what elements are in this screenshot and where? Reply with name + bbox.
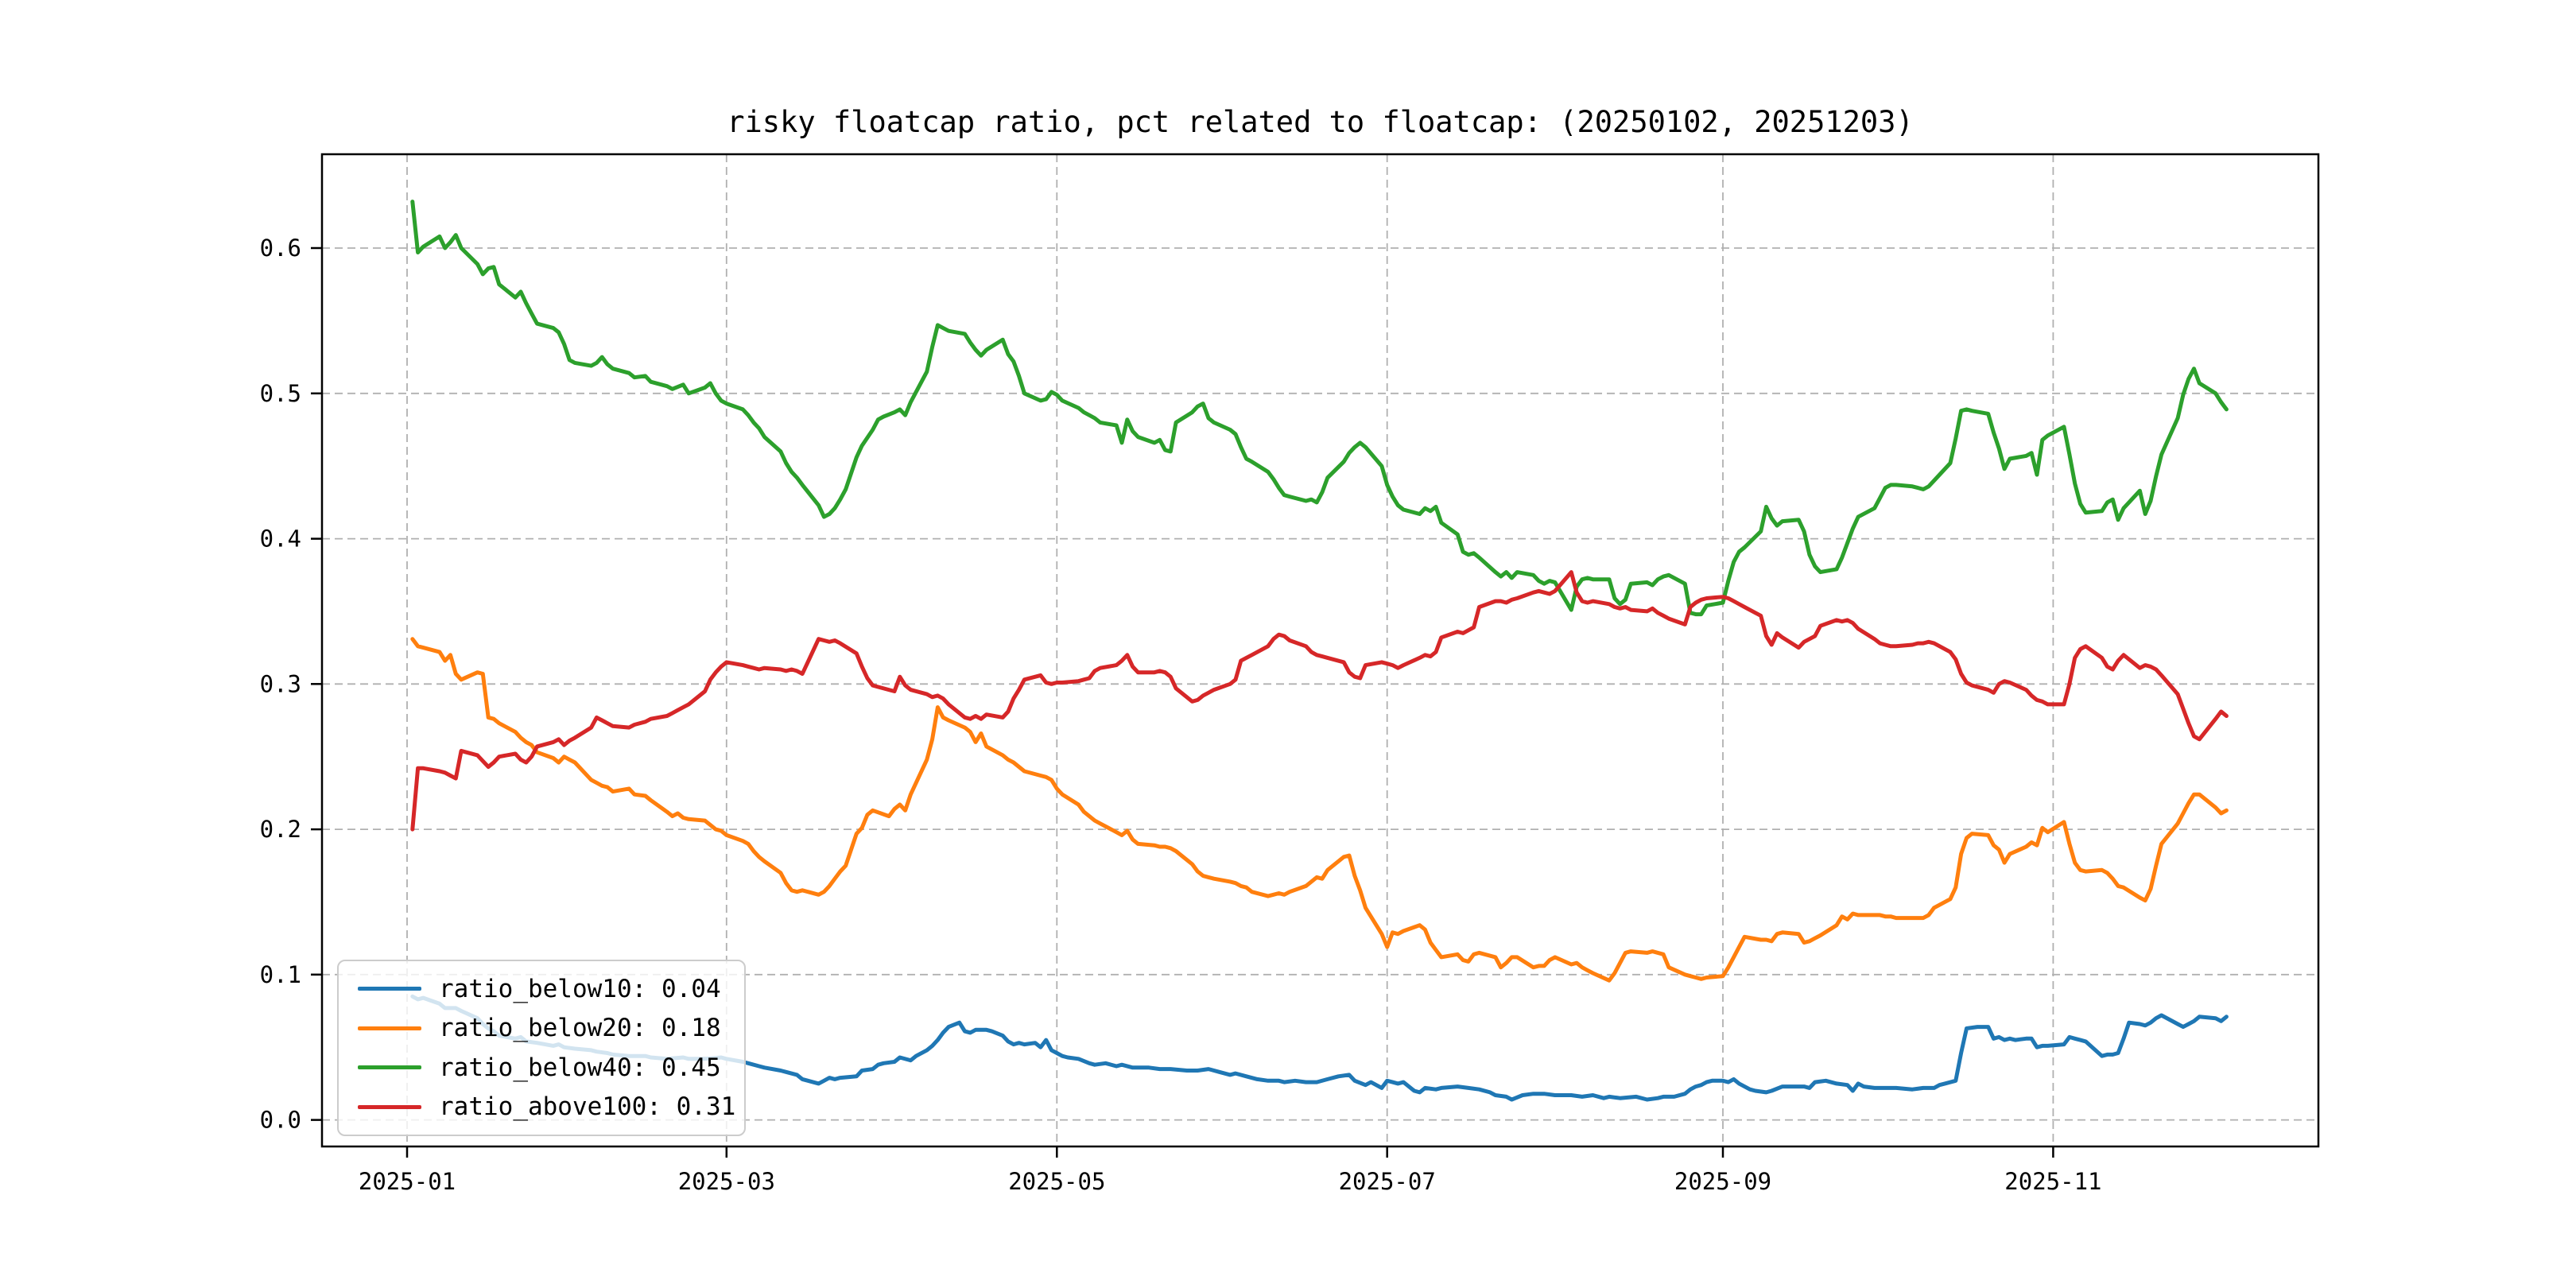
axes-ticks: 2025-01 2025-03 2025-05 2025-07 2025-09 2025-…	[260, 235, 2102, 1195]
legend-swatch-green	[358, 1065, 421, 1070]
series-line-ratio_below40	[410, 200, 2229, 617]
legend-item-ratio-below10: ratio_below10: 0.04	[358, 975, 736, 1003]
legend-label: ratio_above100: 0.31	[439, 1092, 736, 1122]
x-tick-label: 2025-01	[359, 1168, 456, 1195]
y-tick-label: 0.4	[260, 526, 301, 553]
legend-swatch-red	[358, 1104, 421, 1109]
y-tick-label: 0.1	[260, 961, 301, 988]
series-lines	[410, 200, 2229, 1102]
y-tick-label: 0.0	[260, 1107, 301, 1134]
y-tick-label: 0.2	[260, 816, 301, 843]
plot-border	[320, 153, 2320, 1148]
y-tick-label: 0.3	[260, 670, 301, 697]
legend-label: ratio_below20: 0.18	[439, 1014, 721, 1043]
x-tick-label: 2025-09	[1674, 1168, 1771, 1195]
legend: ratio_below10: 0.04 ratio_below20: 0.18 …	[337, 960, 746, 1136]
legend-item-ratio-above100: ratio_above100: 0.31	[358, 1092, 736, 1121]
x-tick-label: 2025-05	[1008, 1168, 1105, 1195]
x-tick-label: 2025-03	[678, 1168, 775, 1195]
y-tick-label: 0.6	[260, 235, 301, 262]
x-tick-label: 2025-07	[1339, 1168, 1436, 1195]
legend-swatch-orange	[358, 1026, 421, 1030]
legend-item-ratio-below20: ratio_below20: 0.18	[358, 1014, 736, 1042]
chart-title: risky floatcap ratio, pct related to flo…	[727, 105, 1914, 139]
legend-label: ratio_below10: 0.04	[439, 974, 721, 1003]
legend-label: ratio_below40: 0.45	[439, 1053, 721, 1082]
series-line-ratio_below10	[410, 994, 2229, 1102]
series-line-ratio_above100	[410, 570, 2229, 832]
x-tick-label: 2025-11	[2004, 1168, 2101, 1195]
legend-swatch-blue	[358, 987, 421, 991]
series-line-ratio_below20	[410, 637, 2229, 983]
legend-item-ratio-below40: ratio_below40: 0.45	[358, 1053, 736, 1082]
y-tick-label: 0.5	[260, 380, 301, 407]
